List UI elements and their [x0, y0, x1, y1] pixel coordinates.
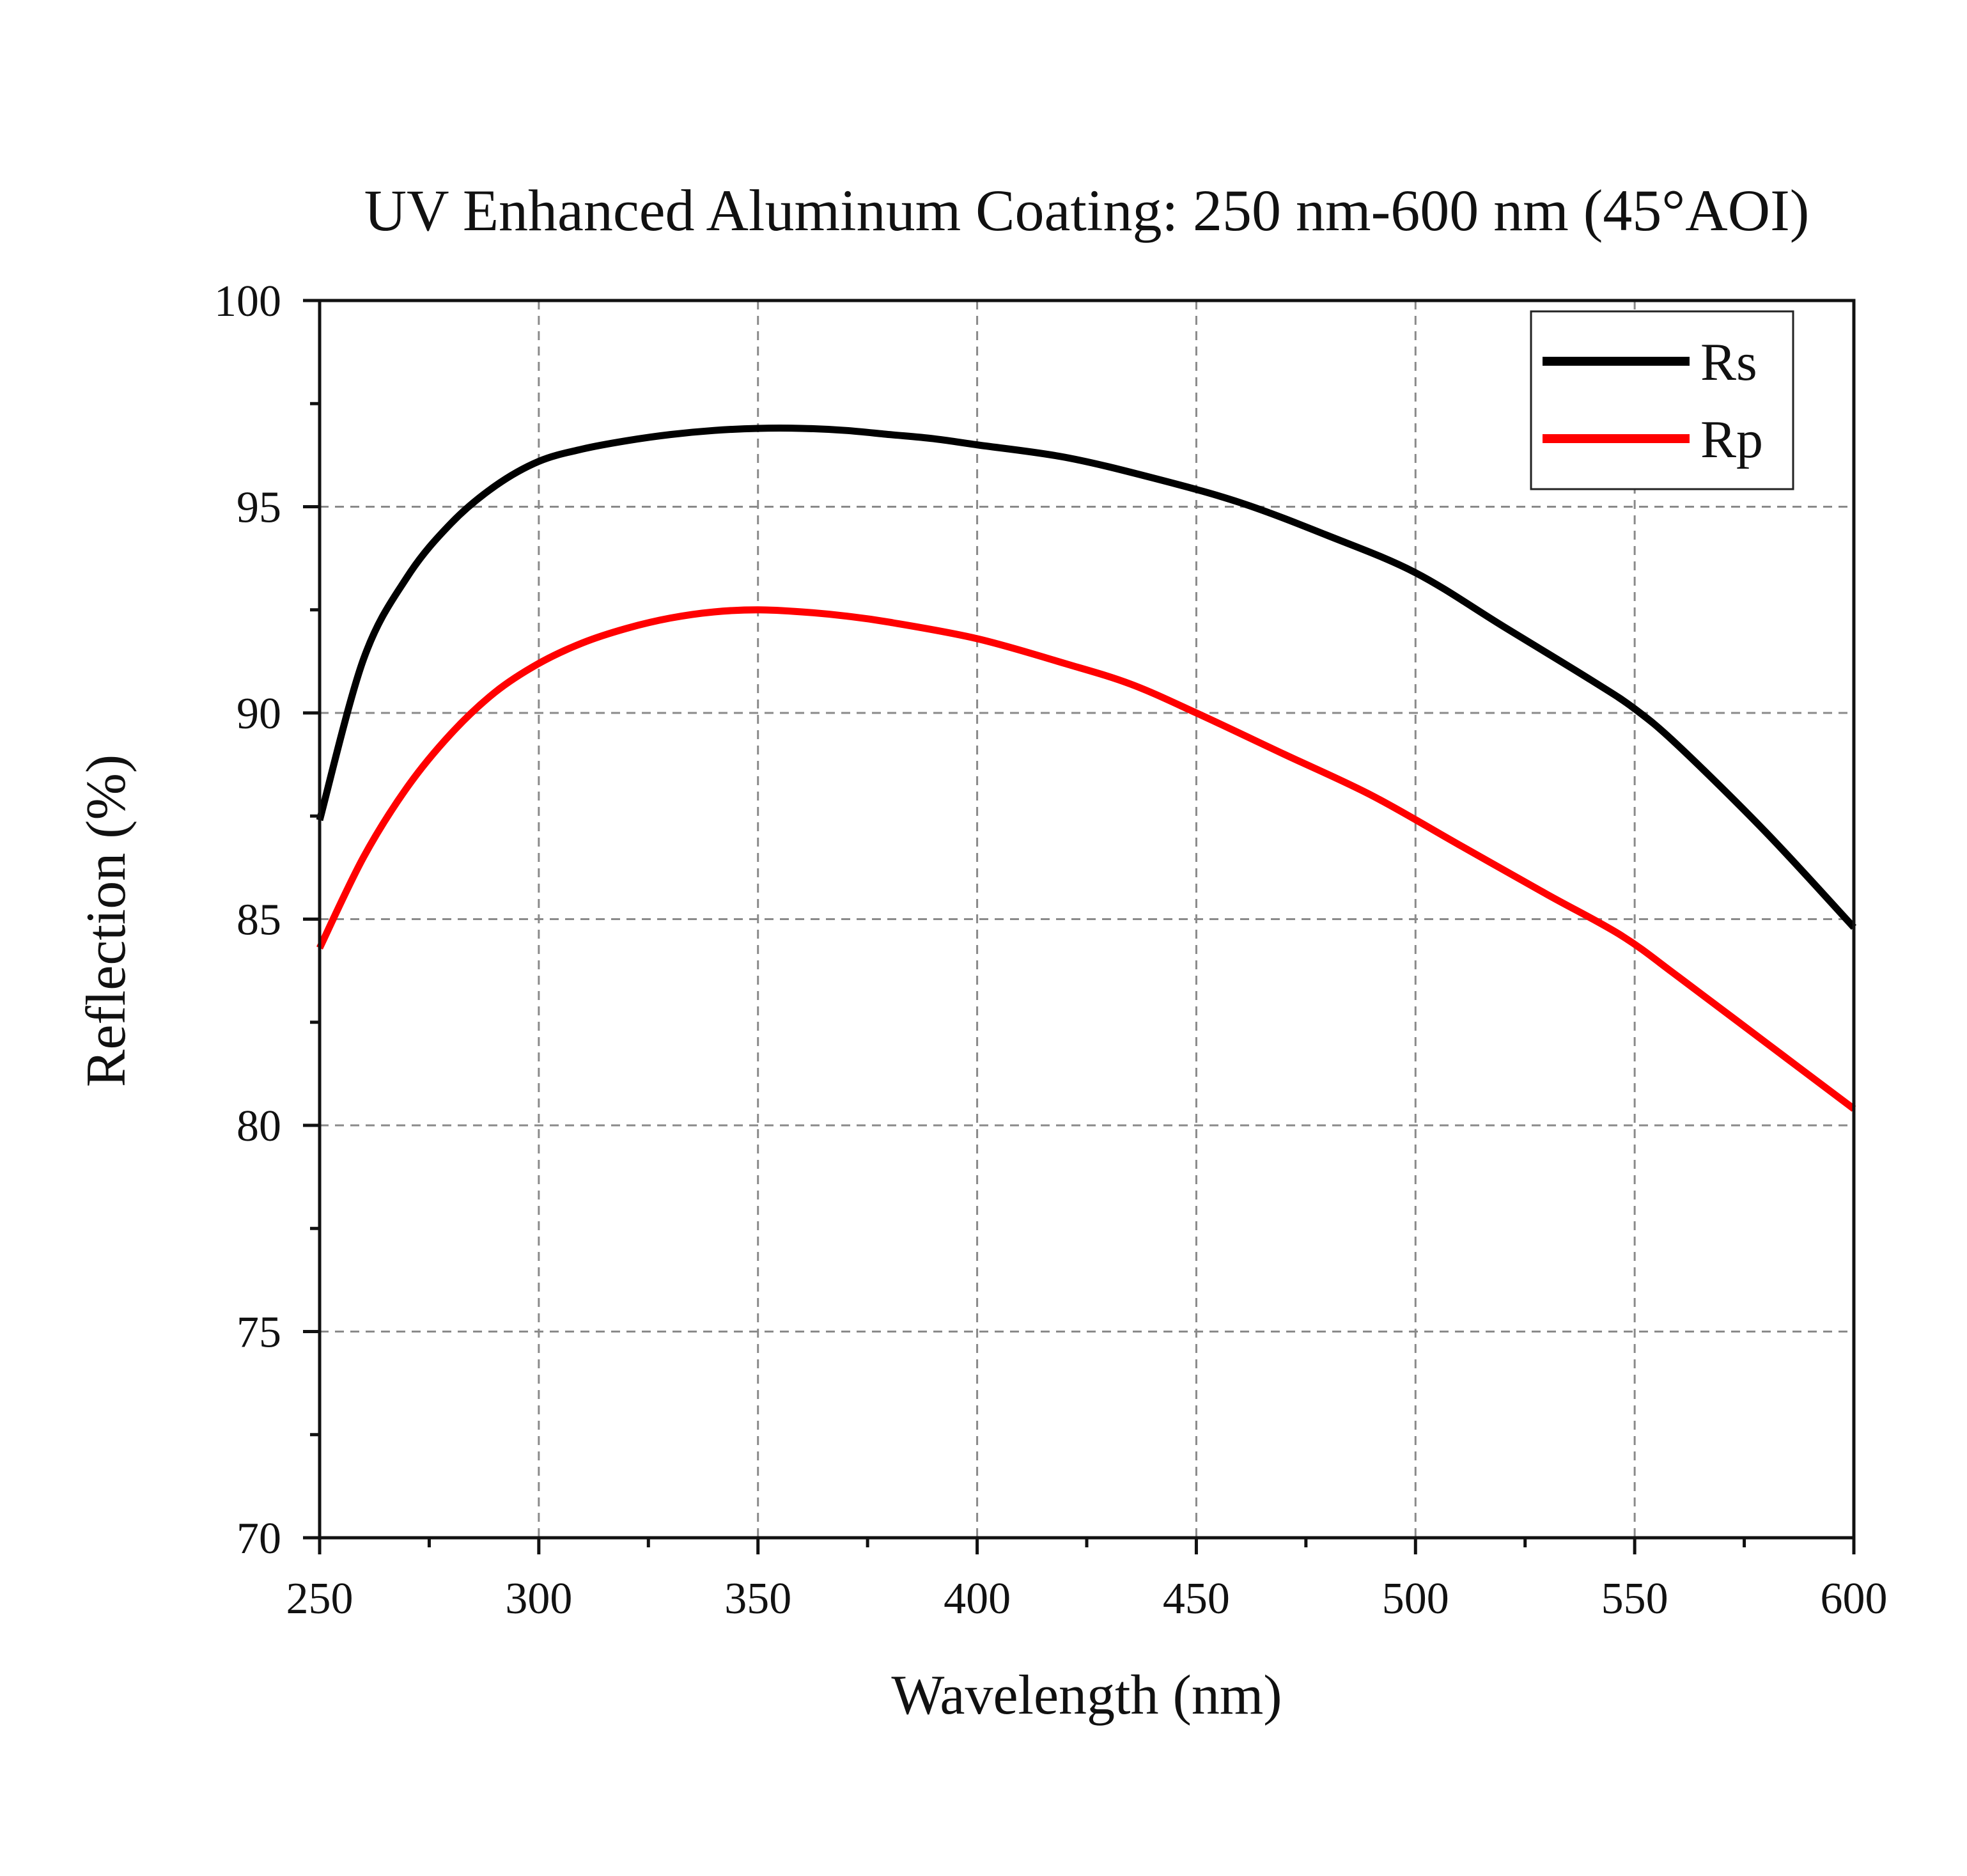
y-tick-label: 80	[237, 1102, 281, 1151]
data-series	[316, 425, 1857, 1112]
y-tick-label: 100	[214, 277, 281, 326]
legend-label-rs: Rs	[1700, 332, 1757, 392]
y-tick-label: 75	[237, 1308, 281, 1357]
legend-label-rp: Rp	[1700, 410, 1763, 469]
x-tick-label: 300	[505, 1574, 572, 1623]
legend: Rs Rp	[1530, 310, 1794, 490]
series-line-rp	[316, 606, 1856, 1112]
legend-box	[1530, 310, 1794, 490]
axes: 250 300 350 400 450 500 550 600 70 75 80 85 90 95 100	[214, 277, 1888, 1623]
series-line-rs	[316, 425, 1857, 930]
y-axis-label: Reflection (%)	[75, 754, 137, 1087]
x-tick-label: 500	[1382, 1574, 1449, 1623]
y-tick-label: 70	[237, 1514, 281, 1563]
x-tick-label: 350	[724, 1574, 791, 1623]
x-tick-label: 600	[1821, 1574, 1888, 1623]
x-tick-label: 450	[1163, 1574, 1230, 1623]
x-tick-label: 400	[944, 1574, 1011, 1623]
y-tick-label: 90	[237, 689, 281, 739]
y-tick-label: 85	[237, 896, 281, 945]
y-tick-label: 95	[237, 483, 281, 533]
x-tick-label: 550	[1601, 1574, 1668, 1623]
grid-lines	[320, 301, 1854, 1538]
x-tick-label: 250	[286, 1574, 354, 1623]
x-axis-label: Wavelength (nm)	[891, 1664, 1282, 1726]
chart-title: UV Enhanced Aluminum Coating: 250 nm-600…	[364, 178, 1810, 243]
